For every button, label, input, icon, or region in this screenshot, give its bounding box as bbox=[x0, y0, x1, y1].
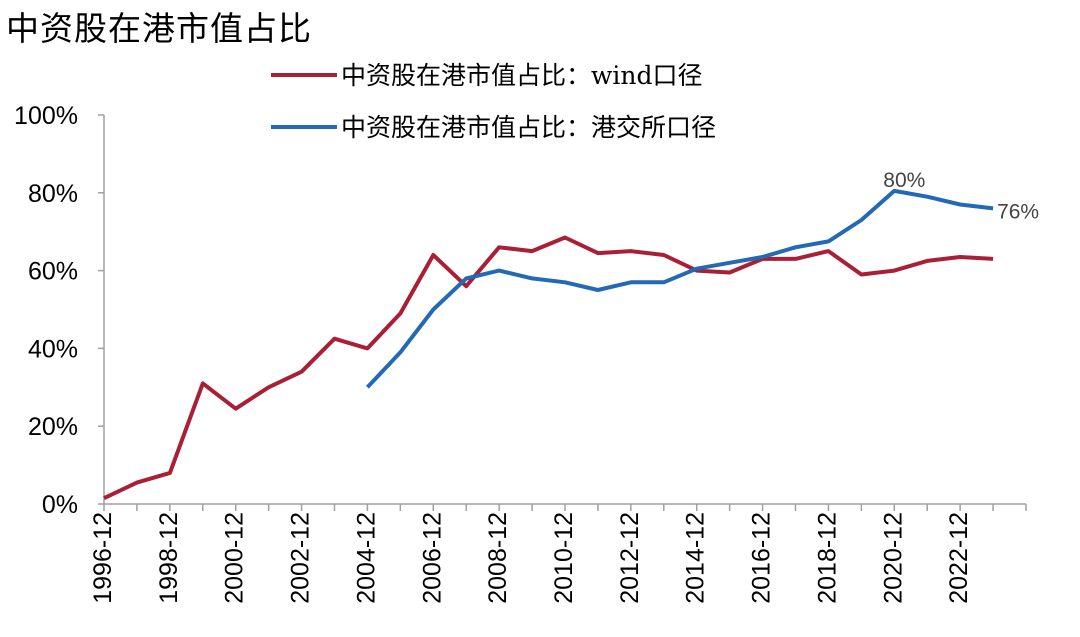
x-tick-label: 2018-12 bbox=[813, 512, 841, 604]
x-ticks: 1996-12 1998-12 2000-12 2002-12 2004-12 2006-… bbox=[89, 504, 1027, 604]
series-line-1 bbox=[365, 188, 994, 389]
y-tick-label: 40% bbox=[28, 335, 78, 363]
x-tick-label: 2004-12 bbox=[352, 512, 380, 604]
x-tick-label: 2010-12 bbox=[550, 512, 578, 604]
y-ticks: 0% 20% 40% 60% 80% 100% bbox=[14, 102, 104, 519]
data-label: 80% bbox=[883, 169, 925, 192]
y-tick-label: 20% bbox=[28, 413, 78, 441]
x-tick-label: 2008-12 bbox=[484, 512, 512, 604]
series-line-0 bbox=[103, 235, 994, 501]
x-tick-label: 2022-12 bbox=[945, 512, 973, 604]
chart-title: 中资股在港市值占比 bbox=[6, 9, 312, 48]
x-tick-label: 1996-12 bbox=[89, 512, 117, 604]
x-tick-label: 2012-12 bbox=[616, 512, 644, 604]
x-tick-label: 2000-12 bbox=[221, 512, 249, 604]
y-tick-label: 80% bbox=[28, 180, 78, 208]
x-tick-label: 1998-12 bbox=[155, 512, 183, 604]
data-label: 76% bbox=[997, 200, 1039, 223]
x-tick-label: 2020-12 bbox=[879, 512, 907, 604]
series-layer bbox=[103, 188, 994, 501]
y-tick-label: 100% bbox=[14, 102, 78, 130]
x-tick-label: 2016-12 bbox=[748, 512, 776, 604]
x-tick-label: 2006-12 bbox=[418, 512, 446, 604]
annotation-layer: 80% 76% bbox=[883, 169, 1039, 224]
x-tick-label: 2002-12 bbox=[287, 512, 315, 604]
legend-label: 中资股在港市值占比：港交所口径 bbox=[341, 113, 716, 142]
x-tick-label: 2014-12 bbox=[682, 512, 710, 604]
y-tick-label: 60% bbox=[28, 258, 78, 286]
y-tick-label: 0% bbox=[42, 491, 78, 519]
legend-label: 中资股在港市值占比：wind口径 bbox=[341, 61, 703, 90]
